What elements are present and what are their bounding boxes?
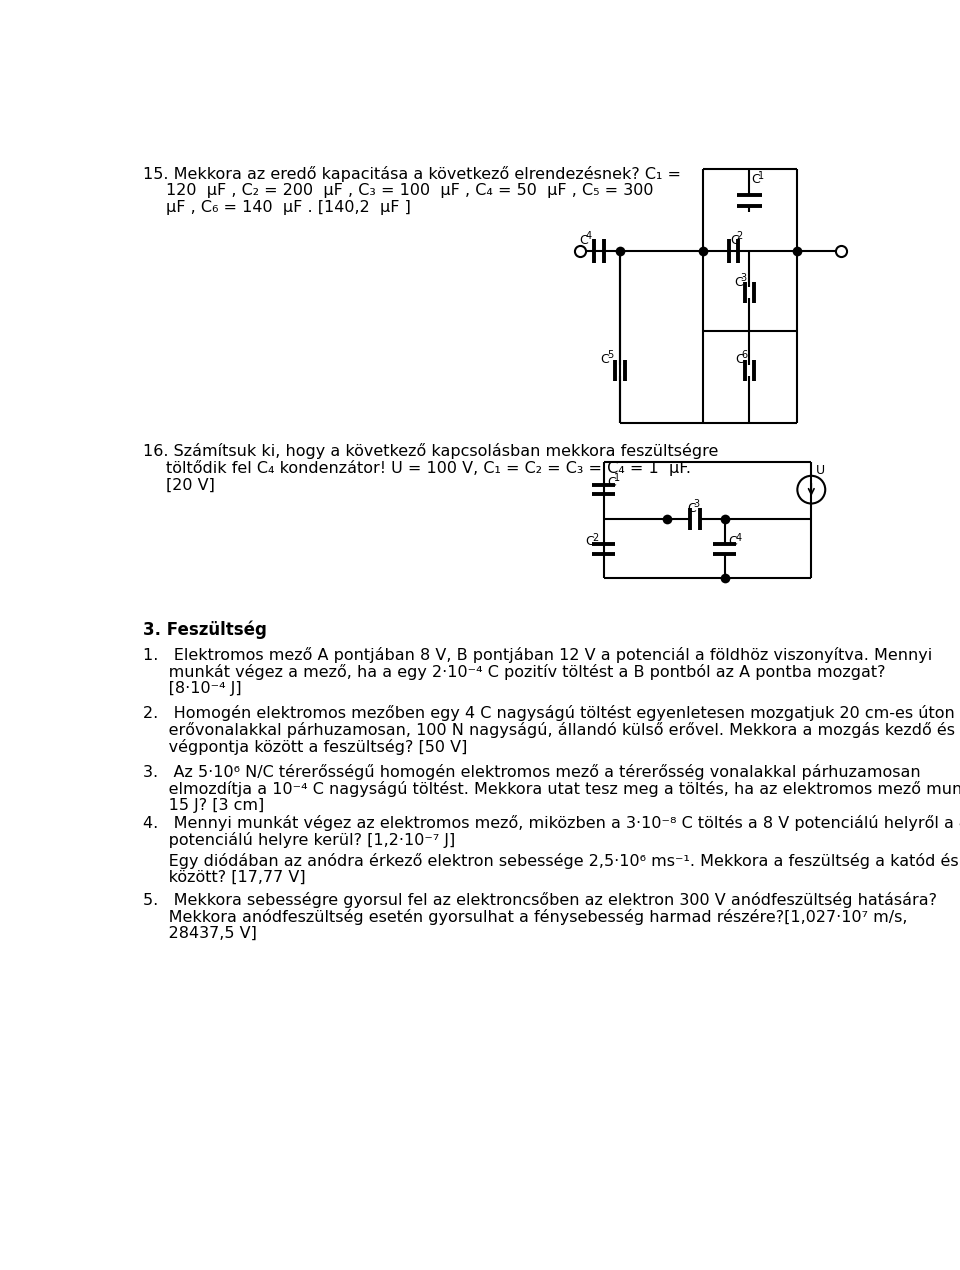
Text: 6: 6: [741, 351, 748, 361]
Text: 3: 3: [693, 499, 700, 509]
Text: C: C: [687, 502, 696, 514]
Text: U: U: [816, 465, 825, 478]
Text: 2: 2: [736, 231, 742, 241]
Text: 3. Feszültség: 3. Feszültség: [143, 621, 267, 639]
Text: C: C: [608, 476, 616, 489]
Text: [20 V]: [20 V]: [166, 478, 215, 493]
Text: 4.   Mennyi munkát végez az elektromos mező, miközben a 3·10⁻⁸ C töltés a 8 V po: 4. Mennyi munkát végez az elektromos mez…: [143, 814, 960, 831]
Text: 28437,5 V]: 28437,5 V]: [143, 926, 257, 941]
Text: 1: 1: [757, 171, 764, 180]
Text: C: C: [585, 535, 593, 549]
Text: C: C: [751, 173, 759, 187]
Text: 2: 2: [592, 533, 598, 542]
Text: C: C: [730, 234, 738, 248]
Text: C: C: [580, 234, 588, 248]
Text: 1: 1: [614, 474, 620, 484]
Text: 5.   Mekkora sebességre gyorsul fel az elektroncsőben az elektron 300 V anódfesz: 5. Mekkora sebességre gyorsul fel az ele…: [143, 892, 937, 908]
Text: 1.   Elektromos mező A pontjában 8 V, B pontjában 12 V a potenciál a földhöz vis: 1. Elektromos mező A pontjában 8 V, B po…: [143, 646, 932, 663]
Text: [8·10⁻⁴ J]: [8·10⁻⁴ J]: [143, 681, 242, 696]
Text: 5: 5: [607, 351, 612, 361]
Text: 4: 4: [586, 231, 592, 241]
Text: 15. Mekkora az eredő kapacitása a következő elrendezésnek? C₁ =: 15. Mekkora az eredő kapacitása a követk…: [143, 166, 682, 183]
Text: C: C: [601, 353, 610, 366]
Text: 3.   Az 5·10⁶ N/C térerősségű homogén elektromos mező a térerősség vonalakkal pá: 3. Az 5·10⁶ N/C térerősségű homogén elek…: [143, 763, 921, 780]
Text: 3: 3: [740, 273, 746, 282]
Text: Egy diódában az anódra érkező elektron sebessége 2,5·10⁶ ms⁻¹. Mekkora a feszült: Egy diódában az anódra érkező elektron s…: [143, 853, 960, 869]
Text: 120  μF , C₂ = 200  μF , C₃ = 100  μF , C₄ = 50  μF , C₅ = 300: 120 μF , C₂ = 200 μF , C₃ = 100 μF , C₄ …: [166, 183, 654, 198]
Text: C: C: [735, 353, 744, 366]
Text: munkát végez a mező, ha a egy 2·10⁻⁴ C pozitív töltést a B pontból az A pontba m: munkát végez a mező, ha a egy 2·10⁻⁴ C p…: [143, 664, 886, 679]
Text: 15 J? [3 cm]: 15 J? [3 cm]: [143, 798, 265, 813]
Text: töltődik fel C₄ kondenzátor! U = 100 V, C₁ = C₂ = C₃ = C₄ = 1  μF.: töltődik fel C₄ kondenzátor! U = 100 V, …: [166, 461, 691, 476]
Text: végpontja között a feszültség? [50 V]: végpontja között a feszültség? [50 V]: [143, 739, 468, 756]
Text: erővonalakkal párhuzamosan, 100 N nagyságú, állandó külső erővel. Mekkora a mozg: erővonalakkal párhuzamosan, 100 N nagysá…: [143, 723, 955, 738]
Text: elmozdítja a 10⁻⁴ C nagyságú töltést. Mekkora utat tesz meg a töltés, ha az elek: elmozdítja a 10⁻⁴ C nagyságú töltést. Me…: [143, 781, 960, 796]
Text: potenciálú helyre kerül? [1,2·10⁻⁷ J]: potenciálú helyre kerül? [1,2·10⁻⁷ J]: [143, 832, 455, 847]
Text: 16. Számítsuk ki, hogy a következő kapcsolásban mekkora feszültségre: 16. Számítsuk ki, hogy a következő kapcs…: [143, 443, 719, 460]
Text: között? [17,77 V]: között? [17,77 V]: [143, 870, 306, 885]
Text: C: C: [733, 276, 742, 288]
Text: μF , C₆ = 140  μF . [140,2  μF ]: μF , C₆ = 140 μF . [140,2 μF ]: [166, 201, 412, 215]
Text: 4: 4: [735, 533, 741, 542]
Text: 2.   Homogén elektromos mezőben egy 4 C nagyságú töltést egyenletesen mozgatjuk : 2. Homogén elektromos mezőben egy 4 C na…: [143, 705, 960, 721]
Text: Mekkora anódfeszültség esetén gyorsulhat a fénysebesség harmad részére?[1,027·10: Mekkora anódfeszültség esetén gyorsulhat…: [143, 908, 908, 925]
Text: C: C: [729, 535, 737, 549]
